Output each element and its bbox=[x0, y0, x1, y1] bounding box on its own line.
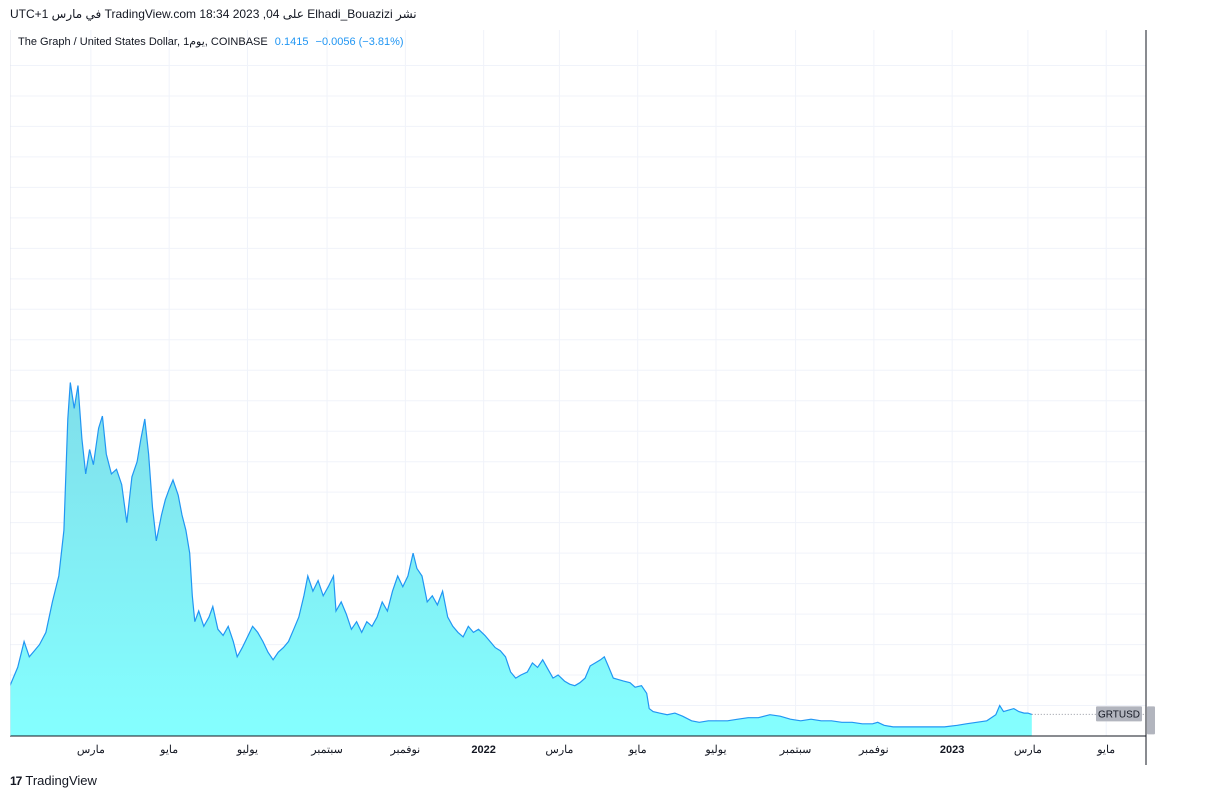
x-tick-label: مارس bbox=[545, 744, 573, 756]
x-tick-label: 2023 bbox=[940, 744, 964, 756]
x-tick-label: مارس bbox=[1014, 744, 1042, 756]
x-tick-label: 2022 bbox=[471, 744, 495, 756]
x-tick-label: مايو bbox=[159, 744, 178, 756]
x-tick-label: يوليو bbox=[704, 744, 726, 756]
x-tick-label: مايو bbox=[1096, 744, 1115, 756]
chart-legend: The Graph / United States Dollar, 1يوم, … bbox=[18, 35, 404, 48]
price-line bbox=[10, 382, 1032, 728]
tradingview-brand: TradingView bbox=[25, 773, 97, 788]
legend-last-price: 0.1415 bbox=[274, 36, 309, 48]
price-chart[interactable]: 0.20000.40000.60000.80001.00001.20001.40… bbox=[10, 30, 1158, 765]
x-tick-label: يوليو bbox=[236, 744, 258, 756]
x-tick-label: نوفمبر bbox=[389, 744, 420, 756]
x-tick-label: مارس bbox=[77, 744, 105, 756]
tradingview-mark-icon: 17 bbox=[10, 773, 22, 788]
price-tag bbox=[1147, 706, 1155, 735]
x-tick-label: نوفمبر bbox=[858, 744, 889, 756]
legend-symbol: The Graph / United States Dollar, 1يوم, … bbox=[18, 36, 268, 48]
legend-change: −0.0056 (−3.81%) bbox=[315, 36, 404, 48]
symbol-tag-label: GRTUSD bbox=[1098, 709, 1140, 720]
price-area bbox=[10, 382, 1032, 736]
symbol-tag bbox=[1096, 706, 1142, 722]
chart-frame[interactable]: 0.20000.40000.60000.80001.00001.20001.40… bbox=[10, 30, 1158, 765]
x-tick-label: سبتمبر bbox=[310, 744, 343, 756]
publish-banner: نشر Elhadi_Bouazizi على TradingView.com … bbox=[10, 7, 417, 21]
x-tick-label: سبتمبر bbox=[779, 744, 812, 756]
x-tick-label: مايو bbox=[628, 744, 647, 756]
tradingview-logo[interactable]: 17 TradingView bbox=[10, 773, 97, 788]
